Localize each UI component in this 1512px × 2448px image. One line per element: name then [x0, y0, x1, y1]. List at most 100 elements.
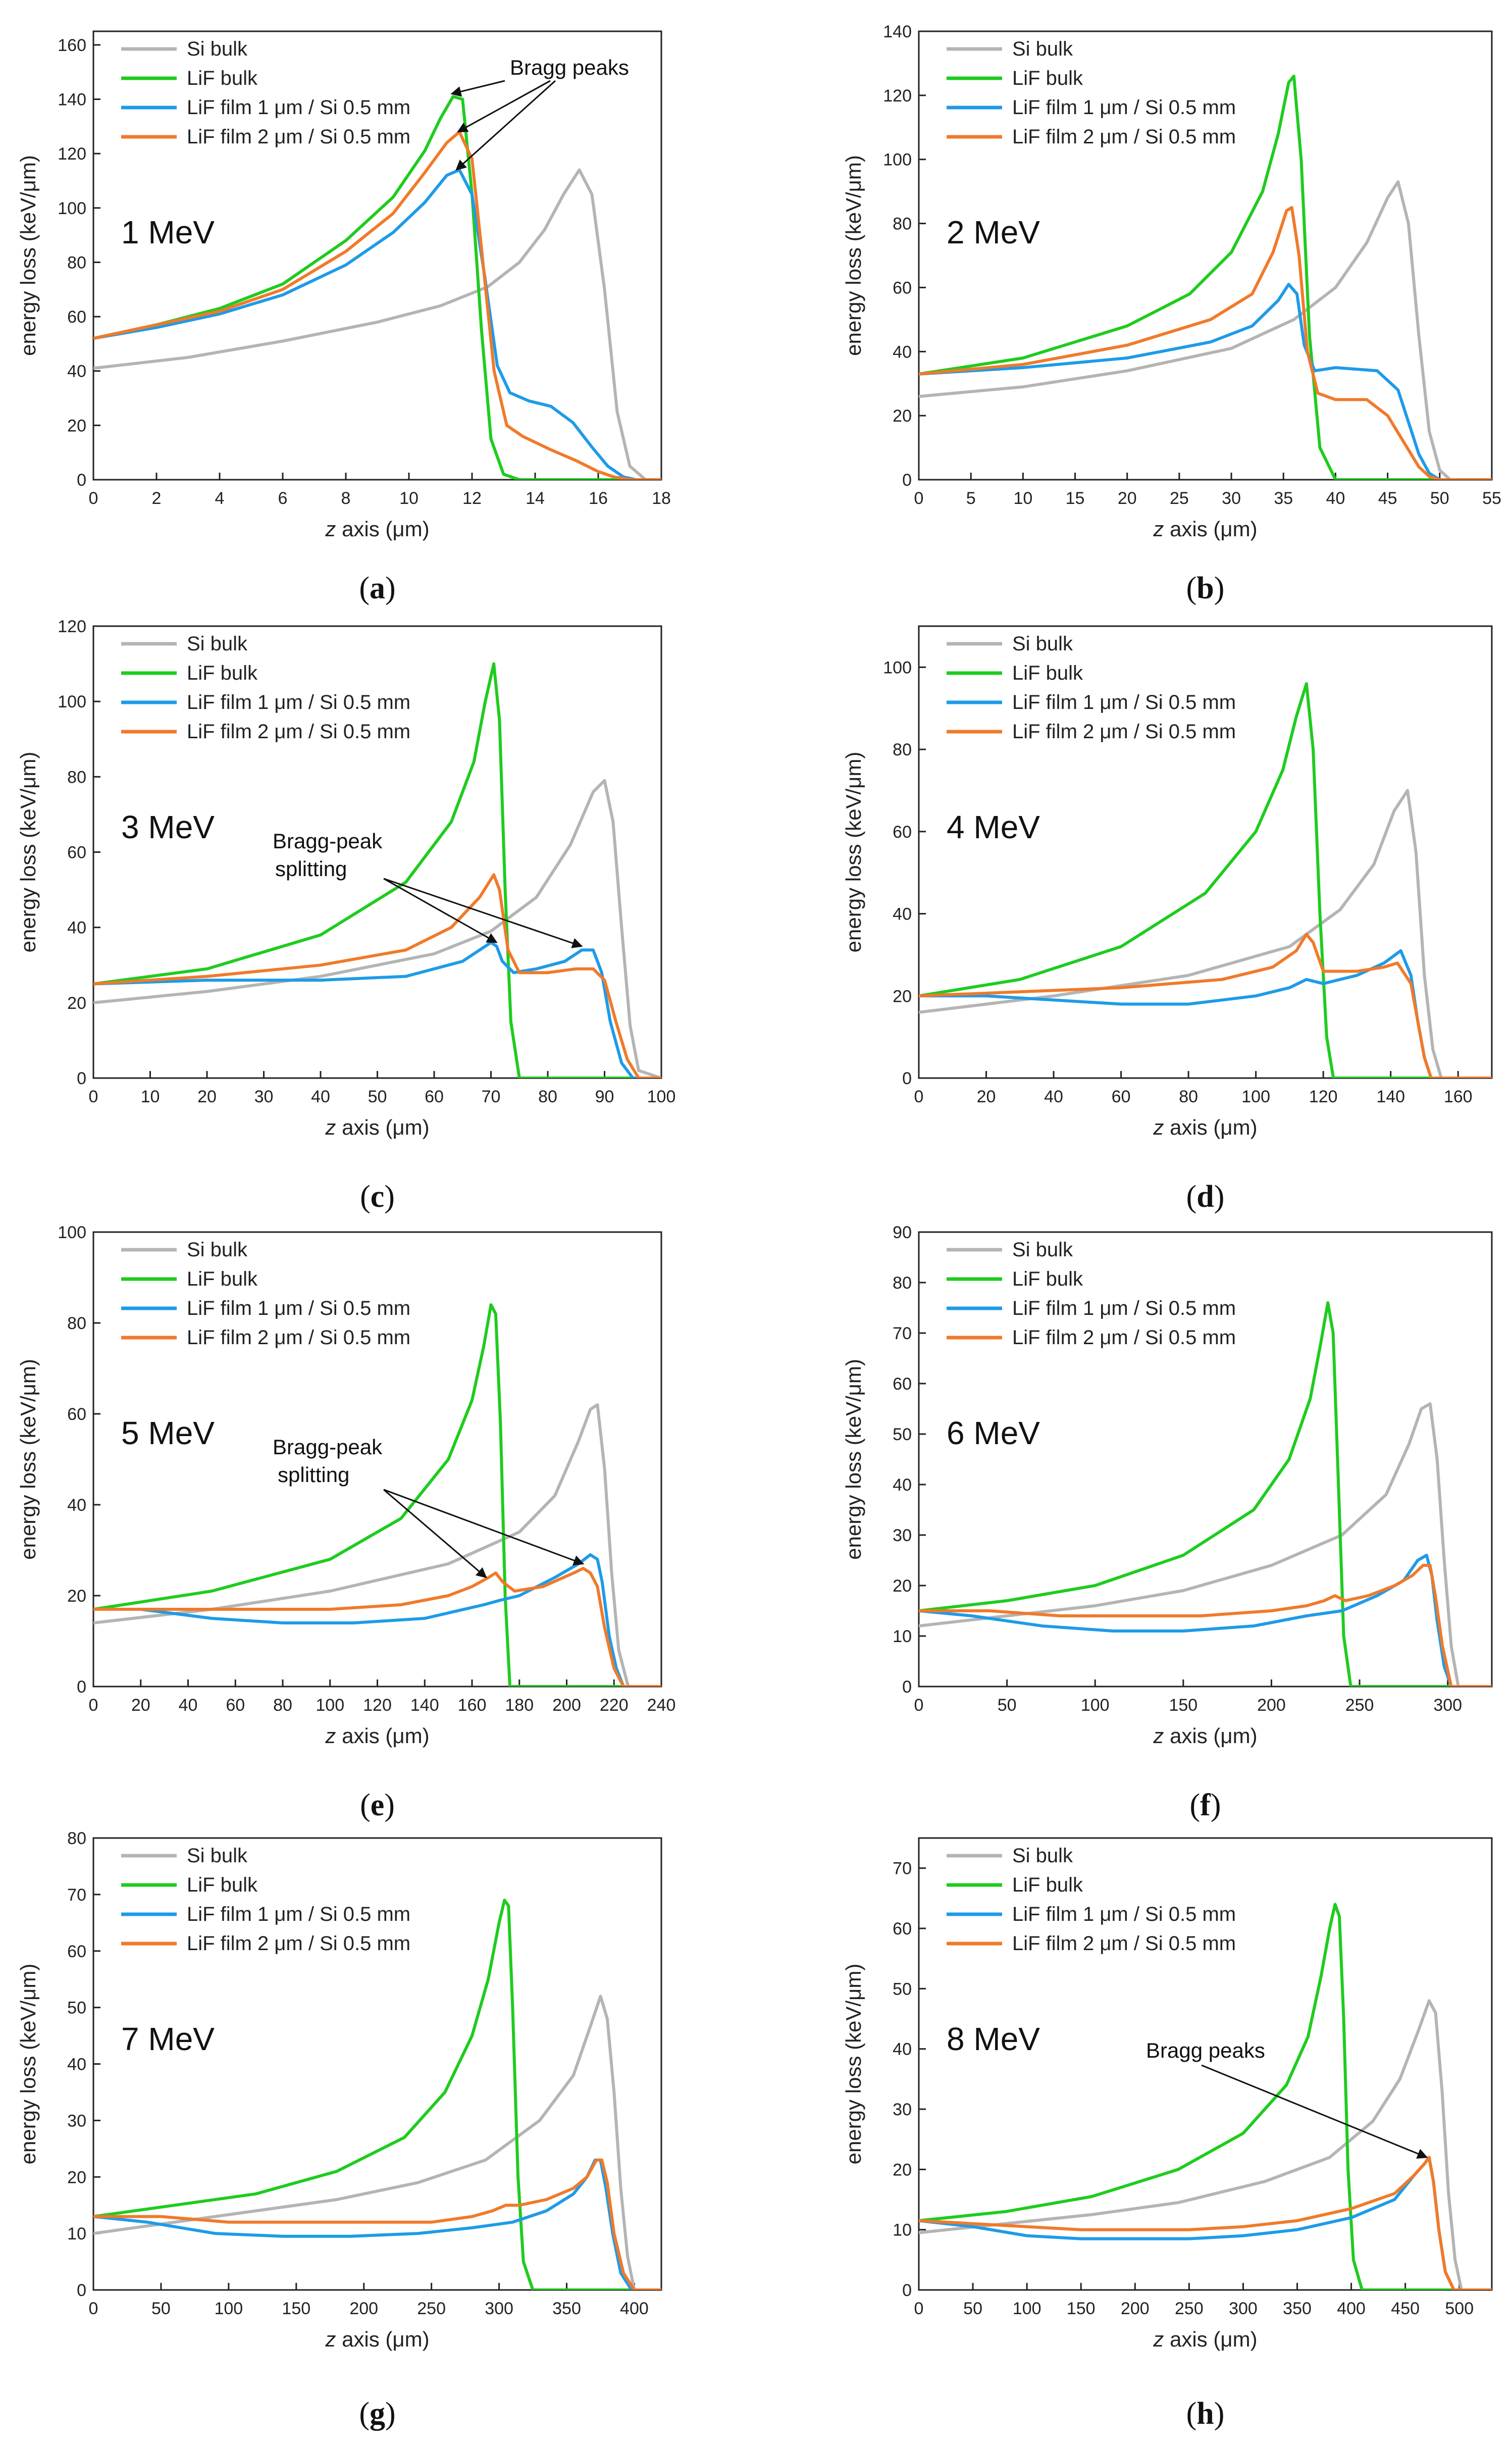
- caption-paren-close: ): [1214, 2396, 1225, 2431]
- x-tick-label: 40: [311, 1087, 330, 1106]
- legend-label-lif-bulk: LiF bulk: [187, 67, 258, 89]
- caption-letter: f: [1200, 1788, 1211, 1822]
- legend-label-lif-film-2um: LiF film 2 μm / Si 0.5 mm: [1012, 126, 1236, 148]
- energy-label: 8 MeV: [947, 2021, 1040, 2057]
- y-tick-label: 80: [67, 768, 86, 787]
- x-tick-label: 160: [458, 1696, 487, 1715]
- energy-label: 3 MeV: [121, 809, 215, 845]
- y-tick-label: 80: [893, 740, 912, 759]
- series-line-lif-bulk: [93, 662, 661, 1078]
- legend-label-si-bulk: Si bulk: [187, 1845, 248, 1867]
- y-tick-label: 20: [67, 1587, 86, 1606]
- panel-e: 0 20 40 60 80 100 120 140 160 180 200 220 240 0 20 40 60…: [16, 1223, 675, 1822]
- x-tick-label: 16: [589, 489, 608, 508]
- x-tick-label: 160: [1444, 1087, 1473, 1106]
- legend-label-lif-film-1um: LiF film 1 μm / Si 0.5 mm: [187, 1297, 410, 1319]
- y-tick-label: 60: [67, 308, 86, 327]
- caption-paren-close: ): [1214, 1180, 1225, 1214]
- x-tick-label: 0: [914, 1696, 924, 1715]
- series-line-lif-film-2um: [93, 2158, 661, 2290]
- y-tick-label: 120: [883, 86, 912, 106]
- x-axis-label-unit: axis (μm): [1164, 2327, 1257, 2351]
- y-tick-label: 10: [67, 2224, 86, 2243]
- energy-label: 4 MeV: [947, 809, 1040, 845]
- x-tick-label: 100: [214, 2299, 243, 2318]
- y-tick-label: 80: [893, 1273, 912, 1293]
- x-tick-label: 0: [89, 1696, 98, 1715]
- y-tick-label: 20: [893, 406, 912, 426]
- energy-label: 7 MeV: [121, 2021, 215, 2057]
- panel-c: 0 10 20 30 40 50 60 70 80 90 100 0 20 40 60 80 100 120 z a…: [16, 617, 675, 1214]
- x-axis-label-unit: axis (μm): [336, 1115, 429, 1139]
- y-tick-label: 50: [893, 1425, 912, 1444]
- series-line-lif-bulk: [93, 1899, 661, 2290]
- annotation-text: Bragg peaks: [1146, 2038, 1265, 2062]
- y-tick-label: 60: [67, 1405, 86, 1424]
- x-axis-label-var: z: [325, 2327, 336, 2351]
- x-tick-label: 250: [1345, 1696, 1374, 1715]
- legend-label-si-bulk: Si bulk: [1012, 1239, 1073, 1261]
- x-axis-label: z axis (μm): [325, 1115, 429, 1139]
- y-tick-label: 40: [67, 2055, 86, 2074]
- x-tick-label: 20: [977, 1087, 996, 1106]
- x-tick-label: 350: [552, 2299, 581, 2318]
- y-tick-label: 90: [893, 1223, 912, 1242]
- x-tick-label: 10: [399, 489, 419, 508]
- energy-label: 2 MeV: [947, 214, 1040, 250]
- y-tick-label: 80: [67, 1829, 86, 1848]
- x-tick-label: 4: [215, 489, 225, 508]
- y-tick-label: 40: [893, 2040, 912, 2059]
- x-tick-label: 0: [914, 489, 924, 508]
- x-tick-label: 0: [89, 489, 98, 508]
- annotation-arrow: [457, 80, 551, 133]
- y-tick-label: 20: [893, 1576, 912, 1596]
- x-tick-label: 100: [1241, 1087, 1270, 1106]
- series-line-si-bulk: [919, 1402, 1492, 1687]
- y-tick-label: 80: [67, 253, 86, 272]
- caption-letter: h: [1196, 2396, 1214, 2431]
- legend-label-lif-film-2um: LiF film 2 μm / Si 0.5 mm: [1012, 1932, 1236, 1955]
- x-tick-label: 10: [141, 1087, 160, 1106]
- x-tick-label: 10: [1013, 489, 1032, 508]
- y-tick-label: 100: [58, 199, 86, 218]
- series-line-lif-bulk: [919, 682, 1492, 1078]
- panel-b: 0 5 10 15 20 25 30 35 40 45 50 55 0 20 40 60 80 100 120 140…: [842, 22, 1501, 605]
- x-tick-label: 140: [410, 1696, 439, 1715]
- caption-paren-open: (: [1186, 2396, 1197, 2431]
- y-tick-label: 30: [893, 2100, 912, 2119]
- series-line-si-bulk: [93, 779, 661, 1078]
- x-tick-label: 300: [1433, 1696, 1462, 1715]
- y-tick-label: 100: [58, 1223, 86, 1242]
- caption-paren-open: (: [1186, 1180, 1197, 1214]
- annotation-text: splitting: [275, 857, 347, 881]
- panel-caption: (e): [360, 1788, 395, 1822]
- x-axis-label-var: z: [325, 1724, 336, 1748]
- panel-h: 0 50 100 150 200 250 300 350 400 450 500 0 10 20 30 40 5…: [842, 1837, 1493, 2431]
- y-tick-label: 20: [893, 987, 912, 1006]
- y-axis-label: energy loss (keV/μm): [16, 155, 40, 356]
- legend-label-si-bulk: Si bulk: [1012, 1845, 1073, 1867]
- series-line-si-bulk: [919, 1999, 1492, 2290]
- x-tick-label: 60: [425, 1087, 444, 1106]
- x-tick-label: 50: [151, 2299, 171, 2318]
- y-tick-label: 0: [77, 1069, 86, 1088]
- y-tick-label: 120: [58, 144, 86, 164]
- x-tick-label: 80: [273, 1696, 292, 1715]
- caption-paren-open: (: [1186, 571, 1197, 605]
- y-tick-label: 80: [893, 215, 912, 234]
- y-tick-label: 30: [893, 1526, 912, 1545]
- energy-label: 1 MeV: [121, 214, 215, 250]
- annotation-arrow: [450, 80, 505, 97]
- legend-label-lif-bulk: LiF bulk: [1012, 1268, 1083, 1290]
- x-tick-label: 45: [1378, 489, 1397, 508]
- x-tick-label: 50: [1430, 489, 1449, 508]
- x-axis-label-var: z: [1153, 1724, 1164, 1748]
- y-axis-label: energy loss (keV/μm): [842, 1964, 865, 2165]
- y-tick-label: 0: [902, 471, 912, 490]
- x-tick-label: 140: [1376, 1087, 1405, 1106]
- energy-label: 5 MeV: [121, 1415, 215, 1451]
- caption-paren-open: (: [359, 2396, 370, 2431]
- x-tick-label: 450: [1391, 2299, 1420, 2318]
- y-axis-label: energy loss (keV/μm): [16, 1359, 40, 1560]
- y-tick-label: 80: [67, 1314, 86, 1333]
